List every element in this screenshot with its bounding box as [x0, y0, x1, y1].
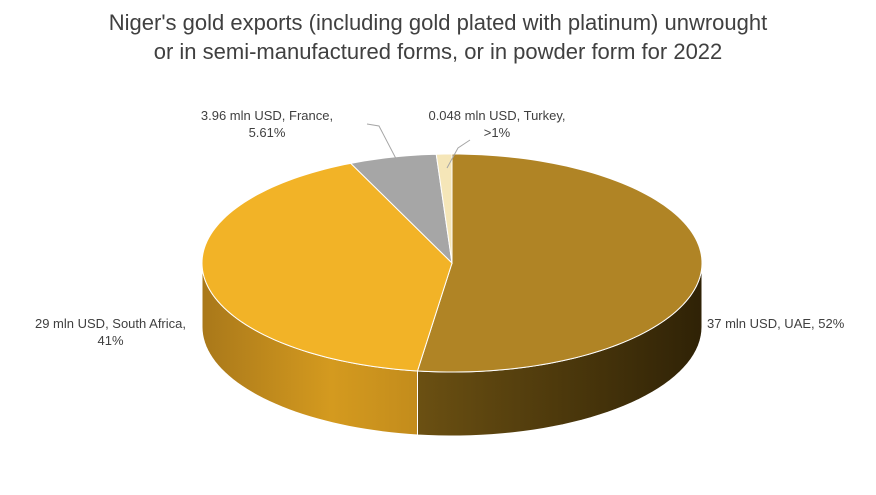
- data-label-france: 3.96 mln USD, France, 5.61%: [172, 107, 362, 141]
- data-label-france-line-2: 5.61%: [248, 125, 286, 140]
- chart-title: Niger's gold exports (including gold pla…: [0, 8, 876, 66]
- pie-slice-south-africa: [201, 162, 453, 372]
- data-label-uae: 37 mln USD, UAE, 52%: [707, 315, 844, 332]
- data-label-france-line-1: 3.96 mln USD, France,: [200, 108, 334, 123]
- leader-line-france: [366, 123, 406, 177]
- pie-slice-france: [349, 153, 453, 265]
- pie-slice-turkey: [435, 153, 453, 264]
- data-label-turkey: 0.048 mln USD, Turkey, >1%: [412, 107, 582, 141]
- data-label-uae-line-1: 37 mln USD, UAE, 52%: [707, 316, 845, 331]
- chart-title-line-1: Niger's gold exports (including gold pla…: [108, 10, 768, 35]
- data-label-turkey-line-1: 0.048 mln USD, Turkey,: [428, 108, 566, 123]
- chart-title-line-2: or in semi-manufactured forms, or in pow…: [153, 39, 723, 64]
- data-label-turkey-line-2: >1%: [483, 125, 511, 140]
- leader-line-turkey: [446, 139, 471, 169]
- pie-slice-uae: [416, 153, 703, 373]
- data-label-south-africa-line-1: 29 mln USD, South Africa,: [34, 316, 186, 331]
- data-label-south-africa: 29 mln USD, South Africa, 41%: [8, 315, 213, 349]
- data-label-south-africa-line-2: 41%: [97, 333, 124, 348]
